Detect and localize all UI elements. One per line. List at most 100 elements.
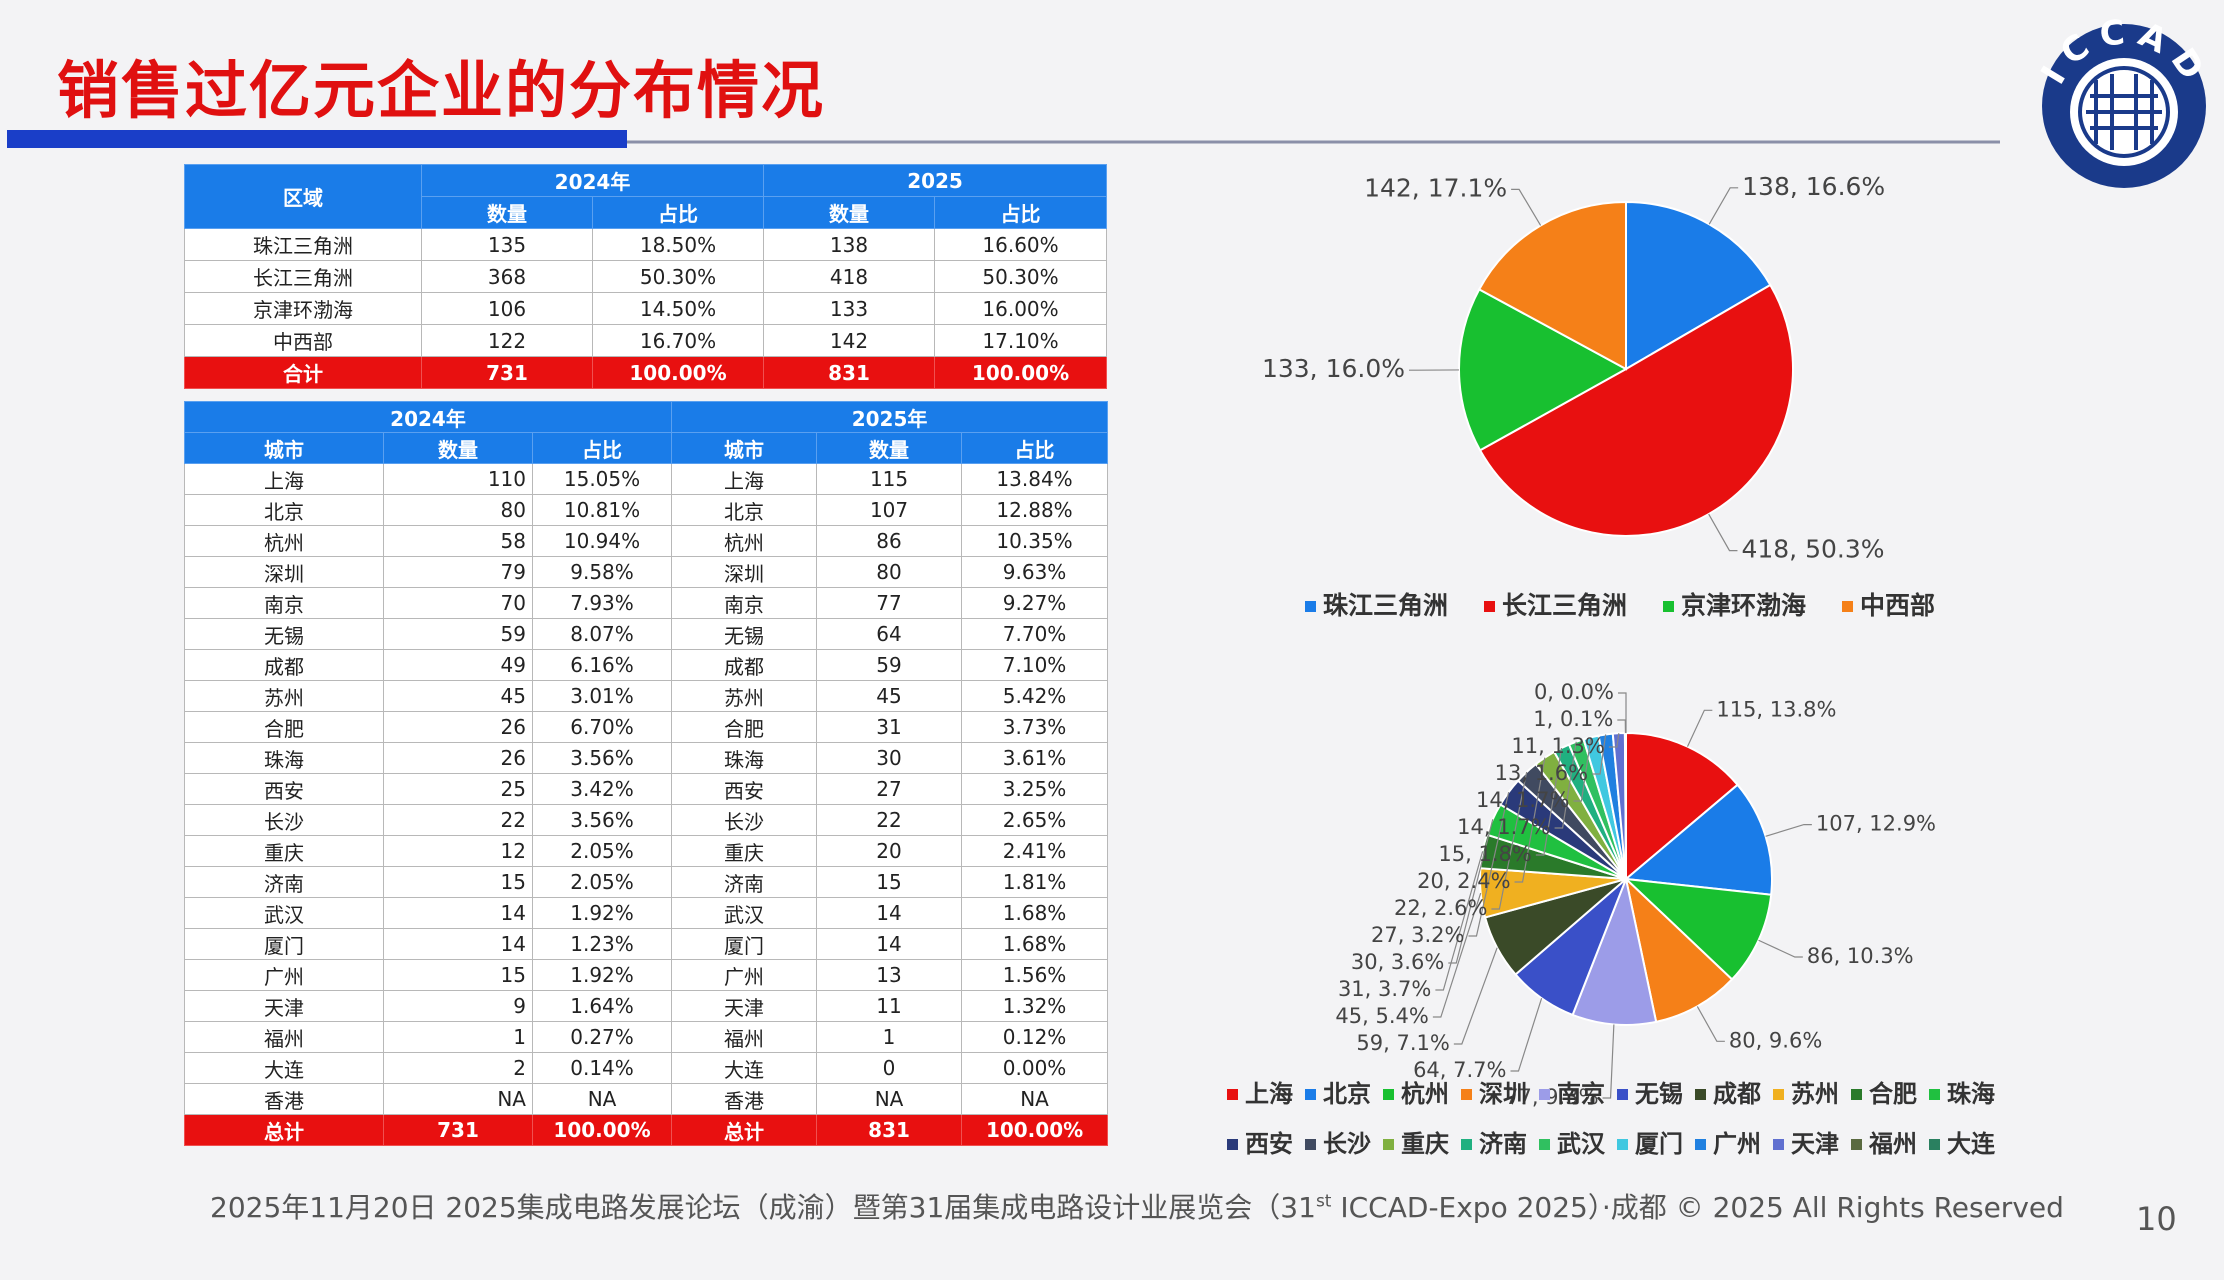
- data-label: 64, 7.7%: [1413, 1058, 1506, 1082]
- legend-label: 济南: [1479, 1130, 1527, 1158]
- slide-title: 销售过亿元企业的分布情况: [57, 54, 826, 127]
- legend-swatch: [1617, 1139, 1628, 1150]
- body-row: 无锡 59 8.07% 无锡 64 7.70%: [184, 618, 1109, 650]
- cell: 上海: [671, 463, 818, 495]
- legend-swatch: [1851, 1139, 1862, 1150]
- leader-line: [1708, 513, 1738, 552]
- cell: 25: [383, 773, 533, 805]
- cell: 14: [816, 928, 963, 960]
- data-label: 14, 1.7%: [1457, 815, 1550, 839]
- body-row: 长沙 22 3.56% 长沙 22 2.65%: [184, 804, 1109, 836]
- legend-label: 福州: [1868, 1130, 1917, 1158]
- leader-line: [1448, 819, 1494, 964]
- legend-label: 广州: [1713, 1130, 1761, 1158]
- cell: 1.68%: [961, 897, 1109, 929]
- body-row: 济南 15 2.05% 济南 15 1.81%: [184, 866, 1109, 898]
- cell: 1.92%: [531, 897, 673, 929]
- cell: 2: [383, 1052, 533, 1084]
- cell: 天津: [671, 990, 818, 1022]
- cell: 26: [383, 742, 533, 774]
- cell: 22: [816, 804, 963, 836]
- cell: 22: [383, 804, 533, 836]
- cell: 45: [383, 680, 533, 712]
- cell: 福州: [671, 1021, 818, 1053]
- data-label: 418, 50.3%: [1741, 535, 1884, 564]
- pie-slice: [1624, 876, 1734, 1024]
- cell: 重庆: [671, 835, 818, 867]
- cell: 12: [383, 835, 533, 867]
- legend-swatch: [1695, 1139, 1706, 1150]
- legend-label: 京津环渤海: [1681, 591, 1806, 620]
- cell: 3.56%: [531, 804, 673, 836]
- legend-label: 大连: [1947, 1130, 1996, 1158]
- total-cell: 831: [816, 1114, 963, 1146]
- cell: 9: [383, 990, 533, 1022]
- cell: 2.05%: [531, 866, 673, 898]
- cell: 大连: [671, 1052, 818, 1084]
- cell: NA: [961, 1083, 1109, 1115]
- leader-line: [1511, 188, 1542, 226]
- cell: 3.73%: [961, 711, 1109, 743]
- cell: 1.56%: [961, 959, 1109, 991]
- cell: NA: [816, 1083, 963, 1115]
- logo: ICCAD: [2033, 12, 2207, 188]
- cell: 110: [383, 463, 533, 495]
- cell: 12.88%: [961, 494, 1109, 526]
- cell: 长沙: [184, 804, 384, 836]
- cell: 苏州: [184, 680, 384, 712]
- leader-line: [1510, 997, 1543, 1072]
- cell: 珠江三角洲: [184, 228, 422, 261]
- cell: 20: [816, 835, 963, 867]
- cell: 18.50%: [591, 228, 765, 261]
- cell: 122: [421, 324, 593, 357]
- cell: 77: [816, 587, 963, 619]
- leader-line: [1554, 741, 1577, 829]
- cell: 香港: [184, 1083, 384, 1115]
- legend-swatch: [1383, 1139, 1394, 1150]
- cell: 0.14%: [531, 1052, 673, 1084]
- legend-swatch: [1617, 1089, 1628, 1100]
- header-row: 区域 2024年 2025: [184, 164, 1108, 229]
- legend-swatch: [1539, 1089, 1550, 1100]
- cell: 0.27%: [531, 1021, 673, 1053]
- cell: 10.94%: [531, 525, 673, 557]
- cell: 武汉: [184, 897, 384, 929]
- cell: 135: [421, 228, 593, 261]
- legend-swatch: [1663, 601, 1674, 612]
- total-cell: 总计: [671, 1114, 818, 1146]
- body-row: 广州 15 1.92% 广州 13 1.56%: [184, 959, 1109, 991]
- header-cell: 占比: [531, 432, 673, 464]
- legend-swatch: [1305, 1089, 1316, 1100]
- total-row: 总计 731 100.00% 总计 831 100.00%: [184, 1114, 1109, 1146]
- leader-line: [1696, 1006, 1725, 1042]
- data-label: 1, 0.1%: [1533, 707, 1613, 731]
- footer-sup: st: [1315, 1191, 1332, 1212]
- leader-line: [1758, 939, 1803, 958]
- cell: 0: [816, 1052, 963, 1084]
- cell: 成都: [671, 649, 818, 681]
- total-cell: 831: [763, 356, 936, 389]
- cell: 珠海: [184, 742, 384, 774]
- body-row: 中西部 122 16.70% 142 17.10%: [184, 324, 1108, 357]
- header-cell: 城市: [184, 432, 384, 464]
- cell: 无锡: [184, 618, 384, 650]
- data-label: 11, 1.3%: [1511, 734, 1604, 758]
- cell: 6.70%: [531, 711, 673, 743]
- leader-line: [1618, 692, 1627, 733]
- legend-label: 无锡: [1635, 1080, 1683, 1108]
- legend-label: 厦门: [1635, 1130, 1683, 1158]
- cell: 86: [816, 525, 963, 557]
- data-label: 30, 3.6%: [1351, 950, 1444, 974]
- pie-slice: [1623, 783, 1773, 896]
- cell: 45: [816, 680, 963, 712]
- cell: 广州: [671, 959, 818, 991]
- body-row: 成都 49 6.16% 成都 59 7.10%: [184, 649, 1109, 681]
- cell: 3.61%: [961, 742, 1109, 774]
- body-row: 南京 70 7.93% 南京 77 9.27%: [184, 587, 1109, 619]
- leader-line: [1432, 892, 1482, 1018]
- legend-label: 重庆: [1401, 1130, 1449, 1158]
- cell: 3.01%: [531, 680, 673, 712]
- pie-slice: [1623, 877, 1773, 981]
- cell: 济南: [671, 866, 818, 898]
- cell: 1.32%: [961, 990, 1109, 1022]
